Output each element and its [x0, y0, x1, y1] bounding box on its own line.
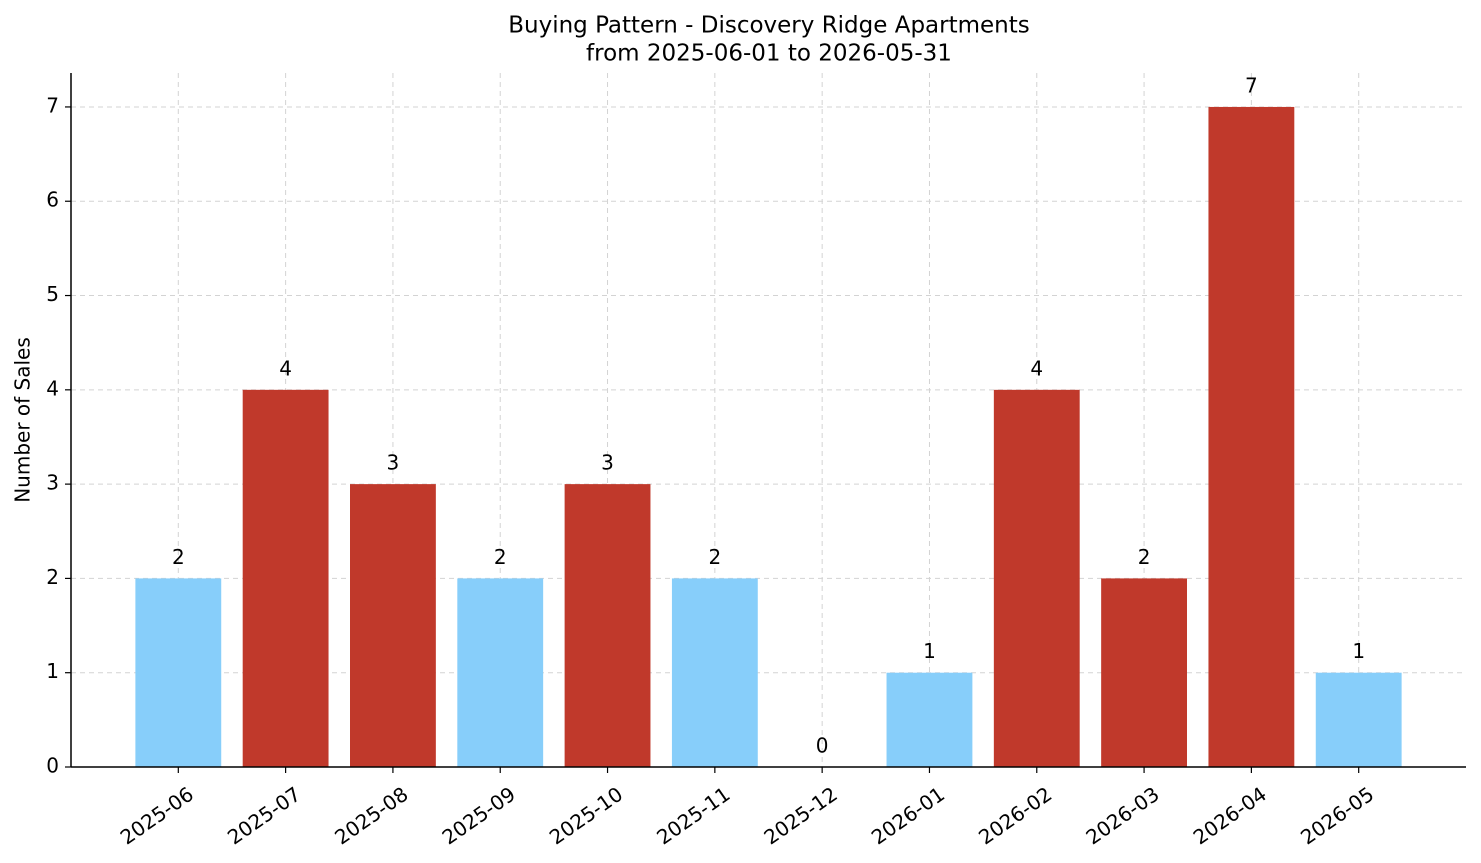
bar: [457, 578, 544, 767]
bar: [993, 389, 1080, 767]
x-tick-label: 2026-01: [867, 782, 949, 850]
bar: [564, 484, 651, 767]
chart-subtitle: from 2025-06-01 to 2026-05-31: [586, 41, 952, 67]
value-label: 7: [1245, 73, 1258, 97]
x-tick-label: 2026-05: [1296, 782, 1378, 850]
y-tick-label: 1: [46, 659, 59, 683]
x-tick-label: 2025-12: [760, 782, 842, 850]
y-tick-label: 0: [46, 754, 59, 778]
x-tick-label: 2026-03: [1081, 782, 1163, 850]
x-tick-label: 2026-04: [1189, 782, 1271, 850]
x-tick-label: 2025-07: [223, 782, 305, 850]
value-label: 4: [279, 356, 292, 380]
x-tick-label: 2025-11: [652, 782, 734, 850]
y-tick-label: 4: [46, 376, 59, 400]
y-tick-label: 5: [46, 282, 59, 306]
x-tick-label: 2025-10: [545, 782, 627, 850]
x-tick-label: 2025-09: [438, 782, 520, 850]
bar: [1315, 672, 1402, 767]
bar: [135, 578, 222, 767]
bar: [1208, 106, 1295, 767]
value-label: 3: [601, 451, 614, 475]
bar: [350, 484, 436, 767]
x-tick-label: 2026-02: [974, 782, 1056, 850]
y-tick-label: 3: [46, 471, 59, 495]
y-axis-label: Number of Sales: [11, 337, 35, 503]
value-label: 2: [172, 545, 185, 569]
y-tick-label: 6: [46, 188, 59, 212]
x-tick-label: 2025-06: [116, 782, 198, 850]
value-label: 0: [816, 734, 829, 758]
value-label: 2: [1138, 545, 1151, 569]
value-label: 1: [1352, 639, 1365, 663]
value-label: 3: [387, 451, 400, 475]
y-tick-label: 7: [46, 93, 59, 117]
bar: [1101, 578, 1187, 767]
bar: [242, 389, 329, 767]
bars: [135, 106, 1402, 767]
bar: [671, 578, 758, 767]
chart-title: Buying Pattern - Discovery Ridge Apartme…: [508, 13, 1030, 39]
value-label: 1: [923, 639, 936, 663]
value-label: 4: [1030, 356, 1043, 380]
x-tick-label: 2025-08: [330, 782, 412, 850]
bar: [886, 672, 973, 767]
value-label: 2: [494, 545, 507, 569]
y-tick-label: 2: [46, 565, 59, 589]
value-label: 2: [708, 545, 721, 569]
